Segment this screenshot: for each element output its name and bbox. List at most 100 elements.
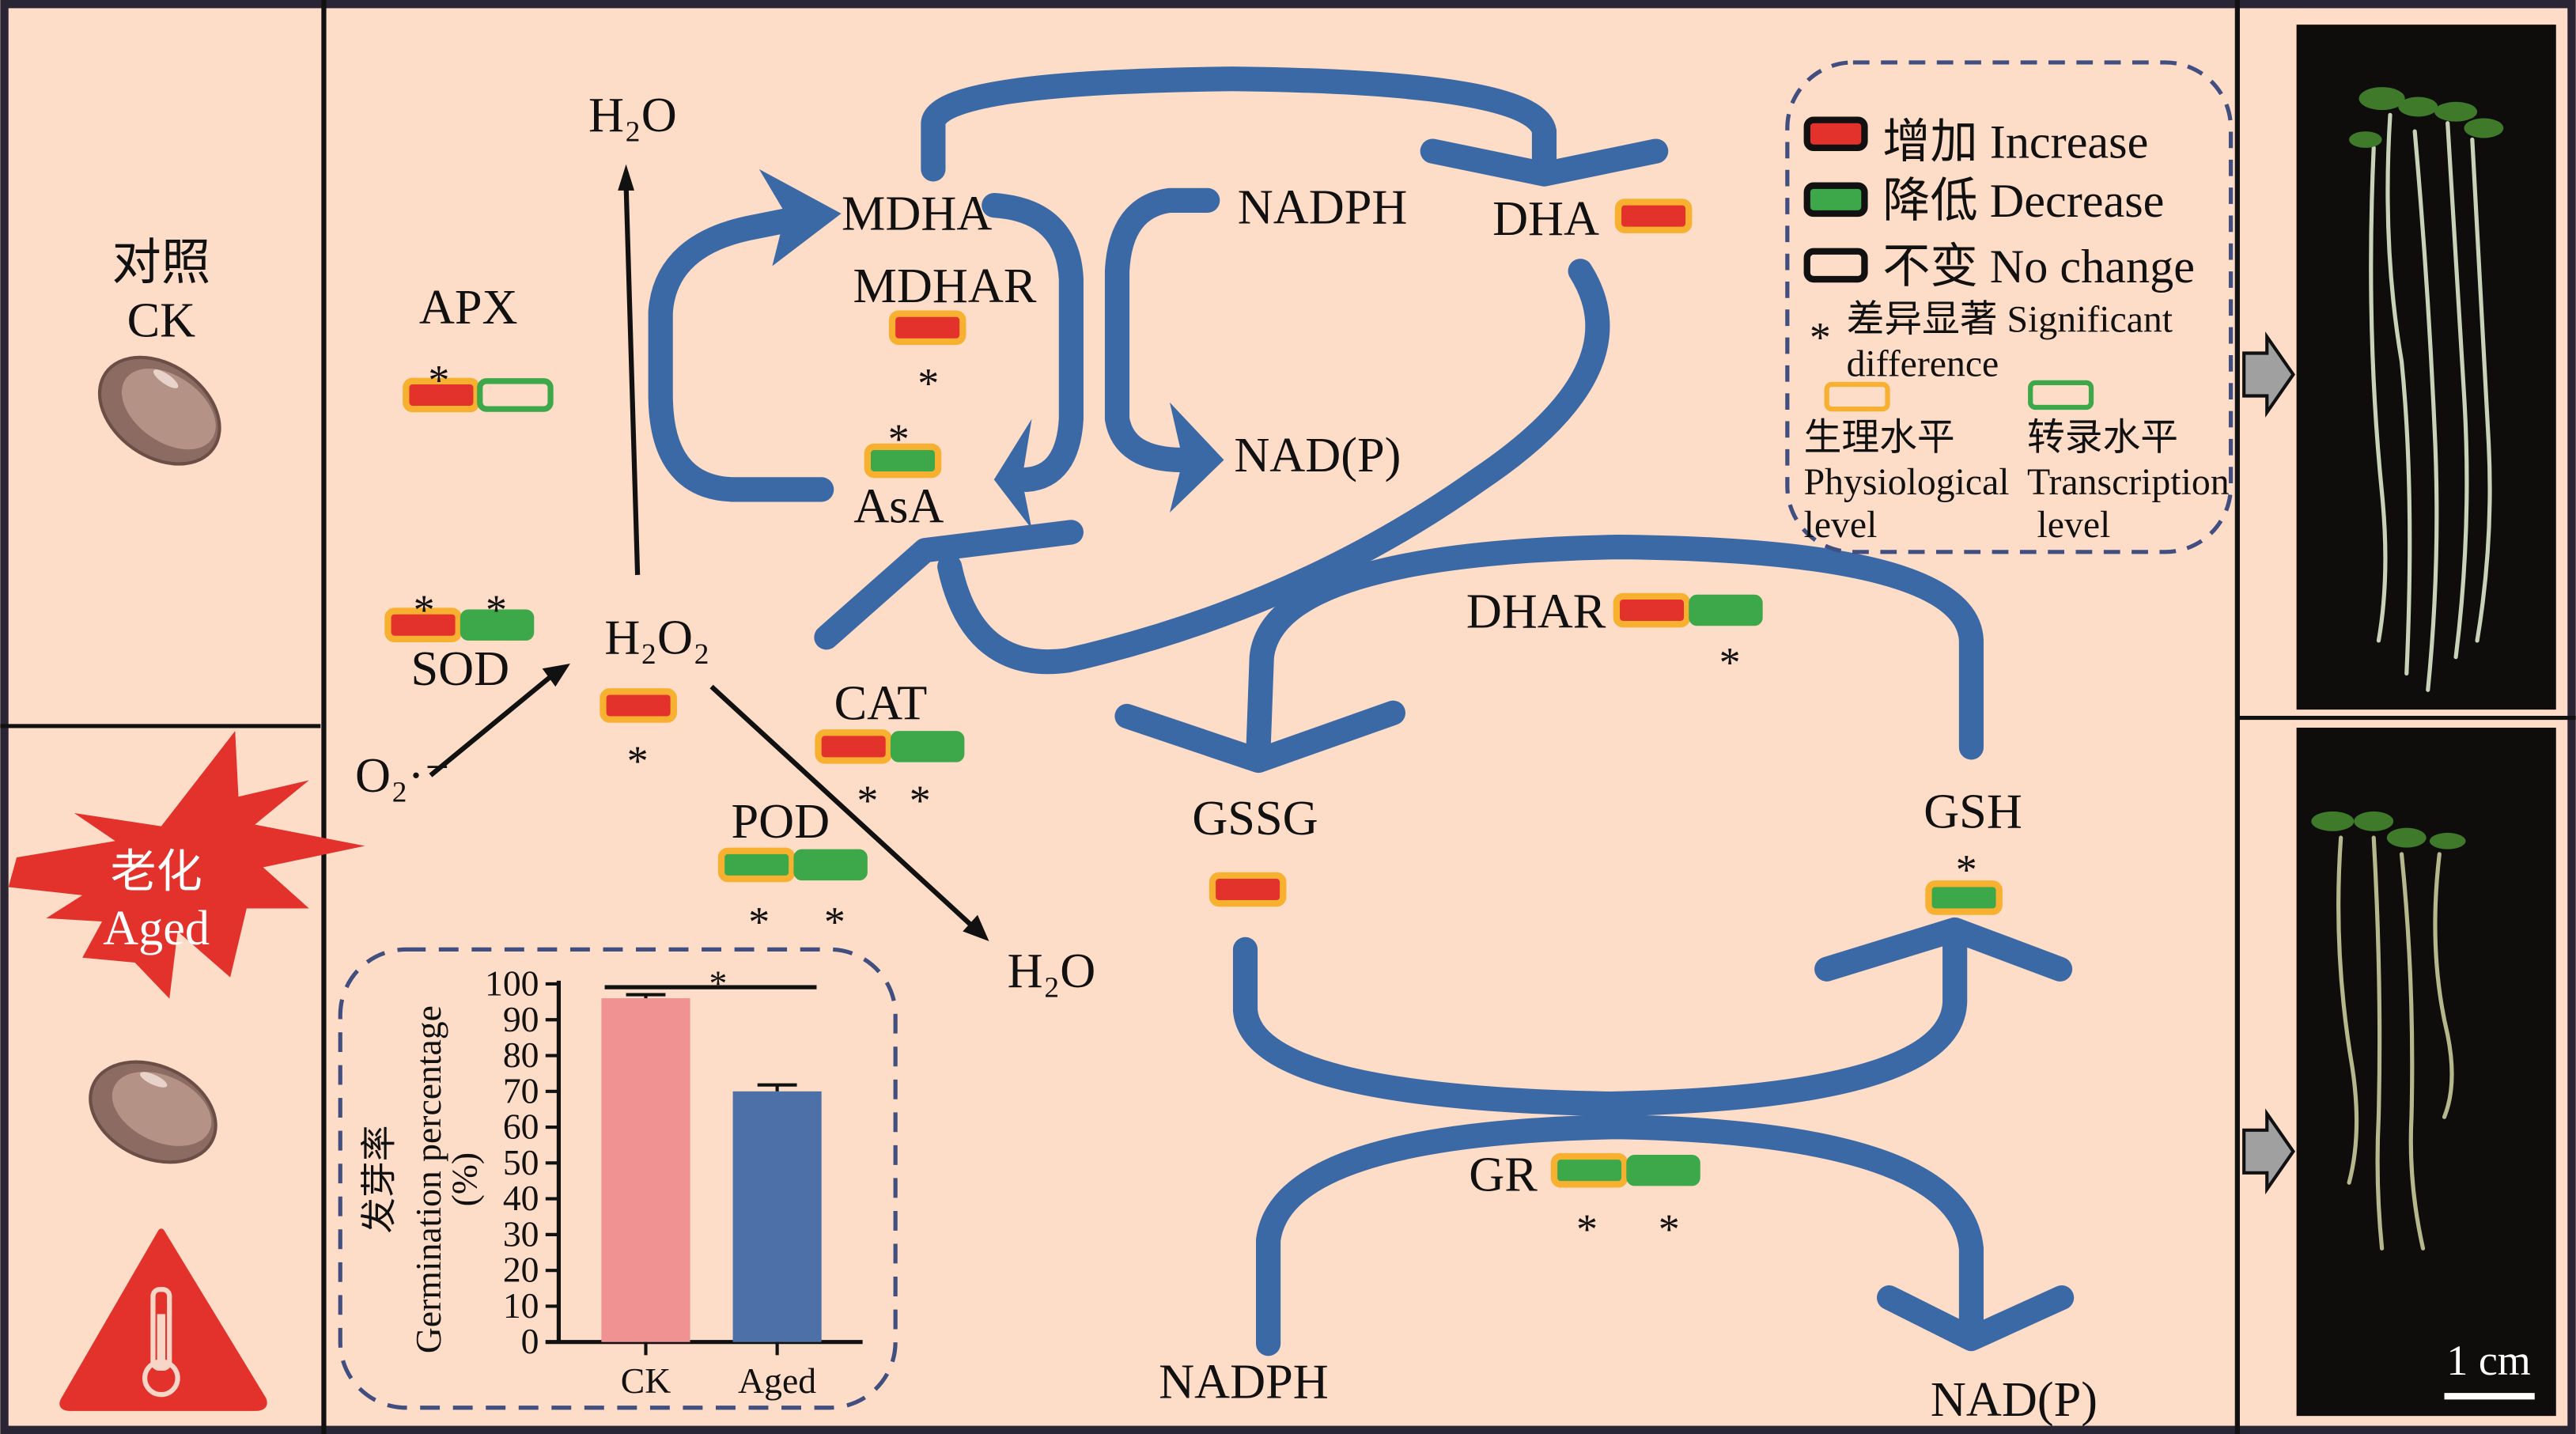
legend-decrease: 降低 Decrease [1882, 175, 2164, 228]
physiological-increase-badge [1613, 592, 1691, 628]
legend-significant-2: difference [1847, 343, 1999, 385]
badge-apx [403, 377, 554, 413]
significance-star: * [888, 415, 910, 463]
arrowhead [1420, 138, 1669, 187]
seed-icon [89, 1060, 218, 1164]
nadph-label: NADPH [1159, 1354, 1329, 1409]
significance-star: * [627, 737, 649, 785]
significance-star: * [1956, 846, 1977, 893]
nadph-to-nadp-arrow [1104, 187, 1220, 473]
arrowhead [758, 168, 842, 267]
change-badges [384, 199, 2003, 1188]
significance-star: * [1659, 1205, 1680, 1253]
mdha-to-asa-arrow [982, 193, 1084, 492]
nadph-to-nadp-bottom-arrow [1256, 1114, 1984, 1356]
physiological-decrease-badge [1550, 1152, 1628, 1188]
dha-label: DHA [1492, 191, 1599, 246]
seedling-photos: 1 cm [2242, 25, 2556, 1417]
legend-no-change: 不变 No change [1882, 240, 2195, 293]
significance-star: * [709, 963, 727, 1004]
transcription-decrease-badge [890, 731, 965, 762]
high-temperature-warning-icon [59, 1228, 267, 1411]
y-tick-label: 80 [503, 1035, 539, 1075]
badge-pod [717, 847, 868, 883]
badge-dhar [1613, 592, 1763, 628]
control-label-cn: 对照 [112, 236, 211, 290]
sod-label: SOD [411, 641, 510, 696]
dhar-label: DHAR [1466, 584, 1606, 638]
legend-no-change-swatch [1803, 248, 1868, 283]
transcription-decrease-badge [460, 609, 535, 641]
physiological-increase-badge [1209, 872, 1287, 907]
arrowhead [1814, 917, 2073, 982]
nadp-label: NAD(P) [1234, 428, 1401, 482]
y-tick-label: 0 [521, 1321, 539, 1361]
badge-cat [815, 729, 965, 764]
aged-seedling-photo [2296, 727, 2556, 1417]
scale-bar-label: 1 cm [2446, 1337, 2530, 1384]
y-tick-label: 10 [503, 1285, 539, 1326]
nadp-label: NAD(P) [1931, 1372, 2097, 1427]
transcription-decrease-badge [1626, 1154, 1700, 1186]
arrowhead [1114, 700, 1405, 774]
asa-label: AsA [853, 479, 944, 533]
y-axis-label-unit: (%) [444, 1152, 485, 1206]
control-label-en: CK [127, 293, 196, 348]
y-axis-label-en: Germination percentage [408, 1005, 448, 1353]
legend-transcription-cn: 转录水平 [2027, 417, 2178, 459]
significance-star: * [748, 899, 770, 946]
seed-icon [97, 355, 221, 466]
legend-increase-swatch [1803, 116, 1868, 152]
legend-physiological-swatch [1824, 381, 1890, 412]
legend-transcription-en: Transcription [2027, 461, 2230, 503]
aged-label-en: Aged [103, 901, 210, 955]
y-tick-label: 50 [503, 1142, 539, 1182]
legend-significant: 差异显著 Significant [1847, 299, 2173, 341]
reaction-arrows [429, 164, 989, 941]
arrowhead [1877, 1285, 2075, 1352]
dha-to-asa-arrow [937, 259, 1610, 675]
physiological-increase-badge [815, 729, 893, 764]
bar-aged [732, 1091, 822, 1342]
legend-star: * [1810, 313, 1831, 361]
significance-star: * [1719, 639, 1741, 687]
significance-star: * [414, 586, 435, 634]
legend-transcription-swatch [2028, 380, 2094, 411]
mdha-label: MDHA [842, 187, 992, 241]
gr-label: GR [1469, 1148, 1538, 1202]
legend-physiological-cn: 生理水平 [1804, 417, 1955, 459]
badge-mdhar [888, 310, 966, 346]
arrow-right-icon [2242, 331, 2295, 418]
superoxide-to-h2o2-arrow [429, 675, 553, 778]
mdhar-label: MDHAR [853, 259, 1036, 313]
legend-decrease-swatch [1803, 182, 1868, 218]
legend-transcription-level: level [2037, 504, 2110, 546]
physiological-increase-badge [1614, 199, 1693, 233]
legend-increase: 增加 Increase [1882, 115, 2148, 168]
h2o2-to-h2o-arrow [623, 184, 641, 575]
badge-asa [864, 443, 942, 479]
significance-star: * [486, 586, 507, 634]
y-tick-label: 100 [485, 963, 539, 1004]
y-tick-label: 60 [503, 1107, 539, 1147]
aged-label-cn: 老化 [110, 846, 202, 897]
arrowhead [1169, 402, 1224, 513]
germination-chart: 发芽率 Germination percentage (%) 010203040… [338, 947, 898, 1410]
gsh-label: GSH [1923, 785, 2022, 839]
y-axis-label-cn: 发芽率 [359, 1126, 399, 1234]
significance-star: * [428, 356, 449, 403]
arrowhead [814, 520, 1084, 650]
badge-gssg [1209, 872, 1287, 907]
h2o2-to-h2o-cat-arrow [709, 684, 974, 929]
cat-label: CAT [834, 676, 928, 731]
y-tick-label: 20 [503, 1250, 539, 1290]
bar-ck [601, 998, 690, 1342]
x-tick-label: CK [621, 1360, 671, 1401]
transcription-decrease-badge [793, 849, 868, 881]
arrow-right-icon [2242, 1108, 2295, 1195]
h2o-label: H₂O [588, 88, 677, 142]
explosion-badge [8, 731, 365, 999]
superoxide-label: O₂·⁻ [355, 748, 450, 803]
y-tick-label: 90 [503, 999, 539, 1039]
